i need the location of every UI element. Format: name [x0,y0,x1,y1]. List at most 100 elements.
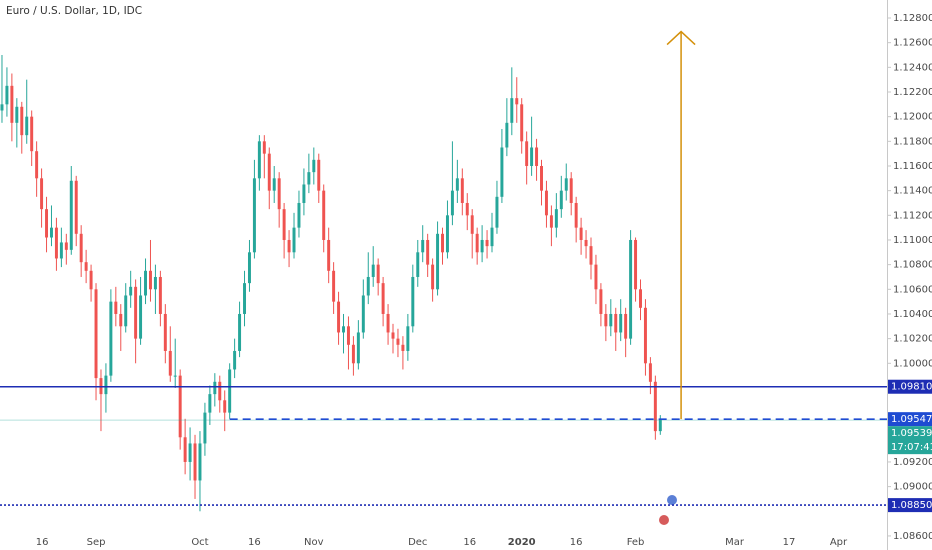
candle-body [49,227,53,238]
y-tick-label: 1.10200 [893,334,932,345]
candle-body [148,270,152,290]
candle-body [84,262,88,271]
candle-body [431,264,435,290]
candle-body [69,180,73,250]
candle-body [629,239,633,339]
candle-body [411,276,415,327]
candle-body [515,98,519,105]
candle-body [376,264,380,284]
y-tick-label: 1.09200 [893,457,932,468]
candle-body [0,104,4,111]
candle-body [25,116,29,136]
candle-body [520,104,524,142]
candle-body [445,215,449,253]
candle-body [292,227,296,253]
y-tick-label: 1.12800 [893,13,932,24]
level-label-box [888,379,932,394]
candle-body [554,209,558,228]
candle-body [158,276,162,314]
event-icon [659,515,669,525]
candle-body [505,122,509,148]
level-label: 1.08850 [891,500,932,511]
candle-body [59,242,63,259]
candle-body [45,209,49,238]
candle-body [589,246,593,265]
candle-body [297,202,301,228]
y-tick-label: 1.10400 [893,309,932,320]
candle-body [247,252,251,284]
candle-body [386,313,390,333]
y-tick-label: 1.11200 [893,210,932,221]
candle-body [406,326,410,351]
candle-body [599,289,603,314]
candle-body [569,178,573,203]
candle-body [342,326,345,333]
candle-body [426,239,430,265]
candle-body [525,141,529,166]
candle-body [20,106,24,136]
candle-body [307,172,311,185]
candle-body [134,286,138,339]
candle-body [139,295,143,339]
candle-body [74,180,78,234]
candle-body [119,313,123,327]
level-label: 1.09547 [891,414,932,425]
x-tick-label: Feb [627,537,645,548]
candle-body [153,276,157,290]
x-tick-label: 2020 [508,537,536,548]
candle-body [416,252,420,277]
candle-body [104,375,108,395]
candle-body [322,190,326,240]
candle-body [381,283,385,314]
candle-body [252,178,256,253]
candle-body [243,283,247,314]
y-tick-label: 1.11600 [893,161,932,172]
candle-body [579,227,583,240]
y-tick-label: 1.10800 [893,260,932,271]
candle-body [109,301,113,376]
candle-body [366,276,370,296]
candle-body [485,239,489,247]
candle-body [144,270,148,296]
candle-body [40,178,44,210]
candle-body [584,239,588,247]
candle-body [64,242,68,250]
y-tick-label: 1.08600 [893,531,932,542]
candle-body [10,85,14,123]
x-tick-label: Sep [87,537,106,548]
candle-body [287,239,291,253]
candle-body [421,239,425,253]
candle-body [228,369,232,413]
last-price-label: 1.09539 [891,428,932,439]
candle-body [639,289,642,308]
y-tick-label: 1.12400 [893,62,932,73]
candle-body [624,313,628,339]
y-tick-label: 1.09000 [893,482,932,493]
candle-body [114,301,118,314]
candle-body [262,141,266,154]
y-tick-label: 1.12600 [893,38,932,49]
candle-body [436,233,440,290]
candle-body [351,344,355,364]
candle-body [653,381,657,432]
candle-body [30,116,34,152]
candle-body [643,307,647,364]
candle-body [495,196,499,228]
candle-body [15,106,19,123]
candle-body [163,313,167,351]
candle-body [480,239,484,253]
candle-body [455,178,459,191]
candle-body [208,394,212,413]
candle-body [475,233,479,253]
candle-body [94,289,98,379]
candle-body [54,227,58,259]
candle-body [619,313,623,333]
candle-body [124,295,128,327]
candle-body [213,381,217,395]
y-tick-label: 1.11000 [893,235,932,246]
candle-body [327,239,331,271]
candle-body [312,159,316,173]
candle-body [549,215,553,228]
candle-body [510,98,514,123]
